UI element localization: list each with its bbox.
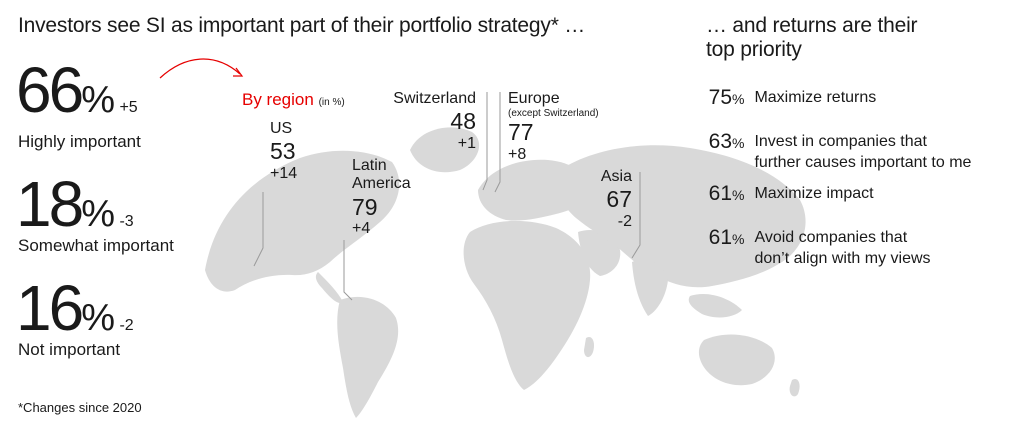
percent-sign: % — [81, 79, 115, 121]
region-asia: Asia 67 -2 — [570, 168, 632, 231]
leader-line-latin-america — [343, 240, 353, 301]
stat-somewhat-important: 18% -3 — [16, 172, 134, 236]
map-india — [632, 260, 668, 316]
priority-row: 75% Maximize returns — [700, 86, 877, 110]
map-central-america — [315, 272, 343, 304]
map-southeast-asia — [688, 293, 742, 318]
map-greenland — [410, 127, 480, 173]
by-region-title: By region (in %) — [242, 90, 345, 110]
stat-value: 16 — [16, 272, 84, 344]
region-change: +8 — [508, 145, 527, 163]
leader-line-europe — [494, 92, 501, 193]
map-north-america — [205, 150, 400, 292]
footnote: *Changes since 2020 — [18, 400, 142, 415]
priority-value: 63 — [708, 130, 732, 153]
leader-line-us — [253, 192, 264, 267]
priority-label: Maximize impact — [754, 182, 873, 205]
priority-label: Maximize returns — [754, 86, 876, 109]
map-madagascar — [584, 336, 595, 358]
stat-value: 66 — [16, 54, 84, 126]
region-subtitle: (except Switzerland) — [508, 108, 599, 120]
region-change: -2 — [617, 212, 632, 230]
stat-change: -2 — [119, 317, 134, 334]
region-name-line2: America — [352, 175, 411, 193]
priority-row: 61% Maximize impact — [700, 182, 874, 206]
stat-change: -3 — [119, 213, 134, 230]
map-japan — [774, 213, 788, 237]
priority-value: 61 — [708, 226, 732, 249]
priority-label-line2: further causes important to me — [754, 153, 972, 171]
priority-label-line2: don’t align with my views — [754, 249, 931, 267]
priority-label-line1: Avoid companies that — [754, 229, 908, 246]
region-value: 79 — [352, 193, 378, 220]
region-switzerland: Switzerland 48 +1 — [376, 90, 476, 153]
region-value: 67 — [606, 186, 632, 213]
leader-line-switzerland — [482, 92, 488, 191]
priority-label: Avoid companies that don’t align with my… — [754, 226, 930, 270]
region-name: US — [270, 120, 293, 137]
percent-sign: % — [732, 187, 745, 203]
percent-sign: % — [732, 231, 745, 247]
region-name: Europe — [508, 90, 560, 107]
region-name: Switzerland — [393, 90, 476, 107]
by-region-label: By region — [242, 90, 314, 109]
percent-sign: % — [732, 91, 745, 107]
region-value: 48 — [450, 108, 476, 135]
map-new-zealand — [789, 378, 800, 397]
region-latin-america: Latin America 79 +4 — [352, 157, 411, 238]
leader-line-asia — [631, 172, 641, 259]
map-australia — [698, 334, 775, 386]
stat-value: 18 — [16, 168, 84, 240]
arrow-head-icon — [233, 67, 244, 77]
priority-value: 75 — [708, 86, 732, 109]
right-title-line2: top priority — [706, 38, 802, 61]
map-south-america — [337, 296, 399, 418]
region-change: +1 — [457, 134, 476, 152]
stat-not-important: 16% -2 — [16, 276, 134, 340]
stat-label-somewhat-important: Somewhat important — [18, 236, 174, 255]
region-value: 53 — [270, 138, 296, 165]
percent-sign: % — [81, 193, 115, 235]
map-asia — [557, 145, 806, 288]
stat-label-not-important: Not important — [18, 340, 121, 359]
priority-value: 61 — [708, 182, 732, 205]
arrow-line — [159, 58, 241, 79]
stat-highly-important: 66% +5 — [16, 58, 138, 122]
map-africa — [463, 220, 591, 390]
priority-row: 63% Invest in companies that further cau… — [700, 130, 972, 174]
priority-label-line1: Maximize returns — [754, 89, 877, 106]
region-change: +4 — [352, 220, 371, 238]
region-europe: Europe (except Switzerland) 77 +8 — [508, 90, 599, 164]
priority-row: 61% Avoid companies that don’t align wit… — [700, 226, 931, 270]
region-name: Asia — [600, 168, 632, 185]
percent-sign: % — [81, 297, 115, 339]
region-us: US 53 +14 — [270, 120, 297, 183]
percent-sign: % — [732, 135, 745, 151]
region-value: 77 — [508, 119, 534, 146]
right-title-line1: … and returns are their — [706, 14, 918, 37]
region-change: +14 — [270, 164, 298, 182]
priority-label: Invest in companies that further causes … — [754, 130, 971, 174]
right-title: … and returns are their top priority — [706, 14, 918, 62]
stat-label-highly-important: Highly important — [18, 132, 141, 151]
region-name-line1: Latin — [352, 157, 387, 174]
by-region-unit: (in %) — [318, 97, 345, 108]
stat-change: +5 — [119, 99, 138, 116]
priority-label-line1: Invest in companies that — [754, 133, 927, 150]
left-title: Investors see SI as important part of th… — [18, 14, 586, 37]
priority-label-line1: Maximize impact — [754, 185, 874, 202]
